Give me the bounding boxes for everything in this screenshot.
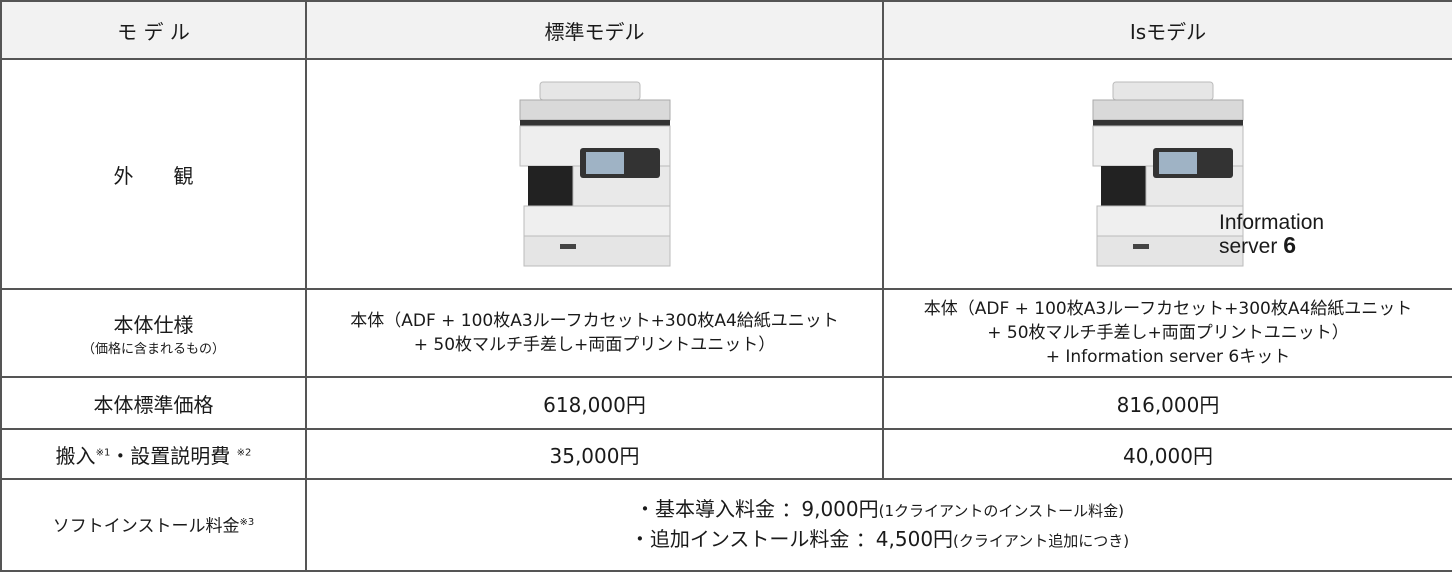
appearance-row: 外 観 Information server 6 [0, 58, 1452, 290]
printer-image [519, 81, 670, 267]
spec-cell: 本体（ADF + 100枚A3ルーフカセット+300枚A4給紙ユニット + 50枚… [882, 288, 1452, 378]
caption-number: 6 [1283, 232, 1296, 258]
image-caption: Information server 6 [1219, 212, 1324, 258]
caption-text: server [1219, 235, 1284, 258]
row-label: 本体仕様 （価格に含まれるもの） [0, 288, 307, 378]
spec-line: + Information server 6キット [1045, 347, 1291, 367]
label-text: 本体仕様 [113, 313, 194, 337]
software-line: ・基本導入料金 ：9,000円(1クライアントのインストール料金) [307, 495, 1452, 525]
spec-row: 本体仕様 （価格に含まれるもの） 本体（ADF + 100枚A3ルーフカセット+3… [0, 288, 1452, 378]
fee-text: ・追加インストール料金 ：4,500円 [629, 527, 954, 551]
price-cell: 618,000円 [305, 376, 884, 430]
spec-line: 本体（ADF + 100枚A3ルーフカセット+300枚A4給紙ユニット [350, 311, 839, 331]
software-line: ・追加インストール料金 ：4,500円(クライアント追加につき) [307, 525, 1452, 555]
footnote-mark: ※1 [95, 446, 111, 458]
software-cell: ・基本導入料金 ：9,000円(1クライアントのインストール料金) ・追加インス… [305, 478, 1452, 572]
fee-note: (1クライアントのインストール料金) [878, 502, 1124, 520]
sublabel: （価格に含まれるもの） [81, 342, 225, 357]
price-cell: 40,000円 [882, 428, 1452, 480]
footnote-mark: ※3 [239, 517, 255, 529]
header-cell: 標準モデル [305, 0, 884, 60]
software-row: ソフトインストール料金※3 ・基本導入料金 ：9,000円(1クライアントのイン… [0, 478, 1452, 572]
caption-text: Information [1219, 211, 1325, 234]
image-cell: Information server 6 [882, 58, 1452, 290]
spec-line: + 50枚マルチ手差し+両面プリントユニット） [413, 335, 776, 355]
spec-line: 本体（ADF + 100枚A3ルーフカセット+300枚A4給紙ユニット [923, 299, 1413, 319]
row-label: 外 観 [0, 58, 307, 290]
spec-cell: 本体（ADF + 100枚A3ルーフカセット+300枚A4給紙ユニット + 50枚… [305, 288, 884, 378]
row-label: 本体標準価格 [0, 376, 307, 430]
header-cell: モ デ ル [0, 0, 307, 60]
price-cell: 816,000円 [882, 376, 1452, 430]
delivery-row: 搬入※1・設置説明費 ※2 35,000円 40,000円 [0, 428, 1452, 480]
image-cell [305, 58, 884, 290]
fee-text: ・基本導入料金 ：9,000円 [635, 497, 879, 521]
spec-line: + 50枚マルチ手差し+両面プリントユニット） [987, 323, 1349, 343]
header-row: モ デ ル 標準モデル Isモデル [0, 0, 1452, 60]
label-text: ソフトインストール料金 [52, 516, 240, 537]
row-label: ソフトインストール料金※3 [0, 478, 307, 572]
label-text: ・設置説明費 [110, 443, 237, 468]
row-label: 搬入※1・設置説明費 ※2 [0, 428, 307, 480]
label-text: 搬入 [55, 443, 96, 468]
footnote-mark: ※2 [236, 446, 252, 458]
price-cell: 35,000円 [305, 428, 884, 480]
header-cell: Isモデル [882, 0, 1452, 60]
price-row: 本体標準価格 618,000円 816,000円 [0, 376, 1452, 430]
fee-note: (クライアント追加につき) [953, 532, 1130, 550]
